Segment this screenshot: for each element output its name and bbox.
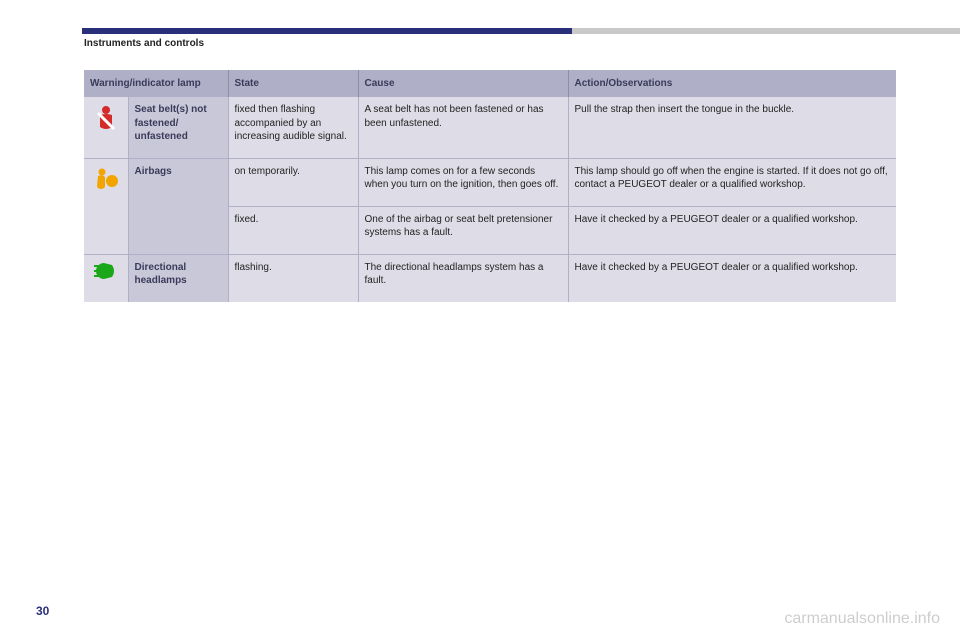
state-text: fixed then flashing accompanied by an in… [228, 97, 358, 158]
action-text: This lamp should go off when the engine … [568, 158, 896, 206]
seatbelt-icon [92, 103, 120, 131]
warning-table: Warning/indicator lamp State Cause Actio… [84, 70, 896, 302]
table-row: Seat belt(s) not fastened/ unfastened fi… [84, 97, 896, 158]
col-state: State [228, 70, 358, 97]
page: Instruments and controls Warning/indicat… [0, 0, 960, 640]
state-text: on temporarily. [228, 158, 358, 206]
action-text: Pull the strap then insert the tongue in… [568, 97, 896, 158]
headlamp-icon [92, 261, 120, 281]
action-text: Have it checked by a PEUGEOT dealer or a… [568, 254, 896, 302]
table-row: Directional headlamps flashing. The dire… [84, 254, 896, 302]
page-number: 30 [36, 604, 49, 618]
cause-text: A seat belt has not been fastened or has… [358, 97, 568, 158]
state-text: fixed. [228, 206, 358, 254]
watermark: carmanualsonline.info [784, 610, 940, 628]
header-rule [82, 28, 960, 34]
table-header-row: Warning/indicator lamp State Cause Actio… [84, 70, 896, 97]
airbag-icon [92, 165, 120, 193]
action-text: Have it checked by a PEUGEOT dealer or a… [568, 206, 896, 254]
cause-text: The directional headlamps system has a f… [358, 254, 568, 302]
warning-label: Airbags [128, 158, 228, 254]
col-action: Action/Observations [568, 70, 896, 97]
section-title: Instruments and controls [84, 38, 204, 49]
icon-cell [84, 158, 128, 254]
warning-label: Seat belt(s) not fastened/ unfastened [128, 97, 228, 158]
col-cause: Cause [358, 70, 568, 97]
warning-label: Directional headlamps [128, 254, 228, 302]
cause-text: One of the airbag or seat belt pretensio… [358, 206, 568, 254]
cause-text: This lamp comes on for a few seconds whe… [358, 158, 568, 206]
state-text: flashing. [228, 254, 358, 302]
icon-cell [84, 97, 128, 158]
icon-cell [84, 254, 128, 302]
table-row: Airbags on temporarily. This lamp comes … [84, 158, 896, 206]
col-warning: Warning/indicator lamp [84, 70, 228, 97]
